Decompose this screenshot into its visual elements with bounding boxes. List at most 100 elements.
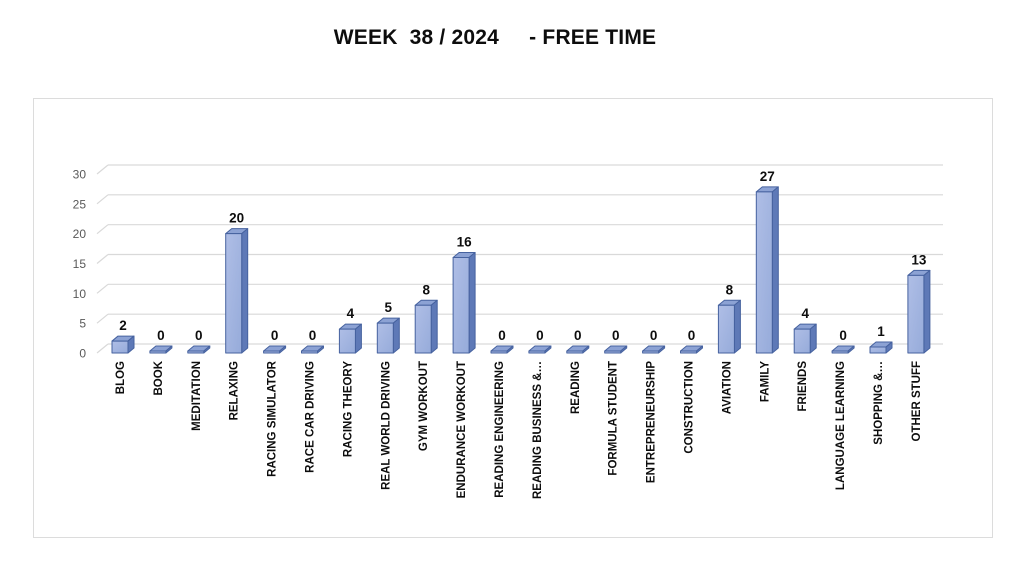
- bar-side-face: [430, 299, 438, 354]
- gridline-depth-tick: [96, 224, 109, 235]
- bar-value-label: 5: [385, 300, 393, 315]
- category-label: READING ENGINEERING: [494, 361, 506, 498]
- category-label: BLOG: [115, 361, 127, 394]
- y-tick-label: 5: [79, 317, 86, 331]
- bar-front-face: [604, 350, 622, 354]
- y-tick-label: 0: [79, 347, 86, 361]
- bar-front-face: [149, 350, 167, 354]
- bar-group: 0 LANGUAGE LEARNING: [831, 328, 855, 490]
- gridline-depth-tick: [96, 313, 109, 324]
- category-label: ENDURANCE WORKOUT: [456, 361, 468, 498]
- bar-group: 4 RACING THEORY: [338, 306, 362, 457]
- bar-front-face: [907, 274, 925, 354]
- category-label: RACING THEORY: [342, 361, 354, 457]
- y-tick-label: 15: [73, 257, 87, 271]
- category-label: RELAXING: [229, 361, 241, 420]
- category-label: READING BUSINESS &…: [532, 361, 544, 499]
- bar-group: 8 AVIATION: [717, 282, 741, 414]
- category-label: ENTREPRENEURSHIP: [646, 361, 658, 483]
- gridline-depth-tick: [96, 343, 109, 354]
- category-label: FORMULA STUDENT: [608, 361, 620, 476]
- bar-value-label: 0: [157, 328, 165, 343]
- bar-value-label: 0: [498, 328, 506, 343]
- bar-group: 27 FAMILY: [755, 169, 779, 402]
- bar-value-label: 0: [309, 328, 317, 343]
- bar-front-face: [831, 350, 849, 354]
- bar-side-face: [241, 228, 249, 354]
- bar-group: 0 READING BUSINESS &…: [528, 328, 552, 499]
- bar-value-label: 8: [726, 282, 734, 297]
- category-label: LANGUAGE LEARNING: [835, 361, 847, 490]
- bar-value-label: 20: [229, 211, 244, 226]
- bar-front-face: [414, 304, 432, 354]
- bar-value-label: 0: [536, 328, 544, 343]
- category-label: FAMILY: [759, 361, 771, 402]
- bar-front-face: [111, 340, 129, 354]
- bar-front-face: [869, 346, 887, 354]
- bar-value-label: 0: [839, 328, 847, 343]
- bar-value-label: 0: [612, 328, 620, 343]
- bar-value-label: 0: [688, 328, 696, 343]
- bar-group: 8 GYM WORKOUT: [414, 282, 438, 451]
- y-tick-label: 20: [73, 227, 87, 241]
- bar-value-label: 8: [422, 282, 430, 297]
- gridline-depth-tick: [96, 254, 109, 264]
- bar-value-label: 0: [195, 328, 203, 343]
- bar-group: 20 RELAXING: [225, 211, 249, 420]
- bar-group: 5 REAL WORLD DRIVING: [376, 300, 400, 490]
- bar-front-face: [490, 350, 508, 354]
- bar-side-face: [468, 252, 476, 354]
- bar-front-face: [755, 191, 773, 354]
- chart-container: 0 5 10 15 20 25 30 2 BLOG 0 BOOK 0 MEDITATION 20 RELAX…: [33, 98, 993, 538]
- bar-group: 13 OTHER STUFF: [907, 252, 931, 442]
- bar-side-face: [809, 323, 817, 354]
- bar-front-face: [528, 350, 546, 354]
- y-tick-label: 10: [73, 287, 87, 301]
- category-label: BOOK: [153, 360, 165, 395]
- bar-value-label: 13: [911, 252, 927, 267]
- bar-front-face: [717, 304, 735, 354]
- bar-group: 0 READING: [566, 328, 590, 414]
- gridline-depth-tick: [96, 194, 109, 205]
- bar-front-face: [225, 233, 243, 354]
- bar-group: 1 SHOPPING &…: [869, 324, 893, 445]
- bar-value-label: 2: [119, 318, 127, 333]
- category-label: REAL WORLD DRIVING: [380, 361, 392, 490]
- bar-front-face: [376, 322, 394, 354]
- bar-front-face: [263, 350, 281, 354]
- bar-value-label: 27: [760, 169, 775, 184]
- category-label: FRIENDS: [797, 361, 809, 412]
- bar-chart-svg: 0 5 10 15 20 25 30 2 BLOG 0 BOOK 0 MEDITATION 20 RELAX…: [73, 164, 943, 499]
- chart-title: WEEK 38 / 2024 - FREE TIME: [333, 26, 657, 49]
- category-label: GYM WORKOUT: [418, 361, 430, 451]
- bar-front-face: [566, 350, 584, 354]
- category-label: OTHER STUFF: [911, 361, 923, 442]
- bar-front-face: [301, 350, 318, 354]
- bar-front-face: [187, 350, 205, 354]
- bar-group: 0 RACING SIMULATOR: [263, 328, 287, 477]
- category-label: RACE CAR DRIVING: [305, 361, 317, 473]
- bar-side-face: [392, 317, 400, 354]
- bar-value-label: 0: [650, 328, 658, 343]
- y-tick-label: 25: [73, 197, 87, 211]
- bar-side-face: [771, 186, 779, 354]
- category-label: MEDITATION: [191, 361, 203, 431]
- category-label: AVIATION: [721, 361, 733, 414]
- gridline-depth-tick: [96, 164, 109, 175]
- bar-side-face: [733, 299, 741, 354]
- bar-group: 4 FRIENDS: [793, 306, 817, 412]
- bar-group: 0 READING ENGINEERING: [490, 328, 514, 498]
- bar-front-face: [338, 328, 356, 354]
- category-label: RACING SIMULATOR: [267, 360, 279, 477]
- y-tick-label: 30: [73, 168, 87, 182]
- bar-group: 0 CONSTRUCTION: [680, 328, 703, 454]
- bar-front-face: [642, 350, 660, 354]
- bar-value-label: 0: [574, 328, 582, 343]
- bar-value-label: 16: [457, 235, 473, 250]
- bar-side-face: [923, 269, 931, 354]
- bar-front-face: [793, 328, 811, 354]
- bar-group: 0 FORMULA STUDENT: [604, 328, 628, 476]
- bar-group: 16 ENDURANCE WORKOUT: [452, 235, 476, 498]
- bar-group: 0 ENTREPRENEURSHIP: [642, 328, 666, 483]
